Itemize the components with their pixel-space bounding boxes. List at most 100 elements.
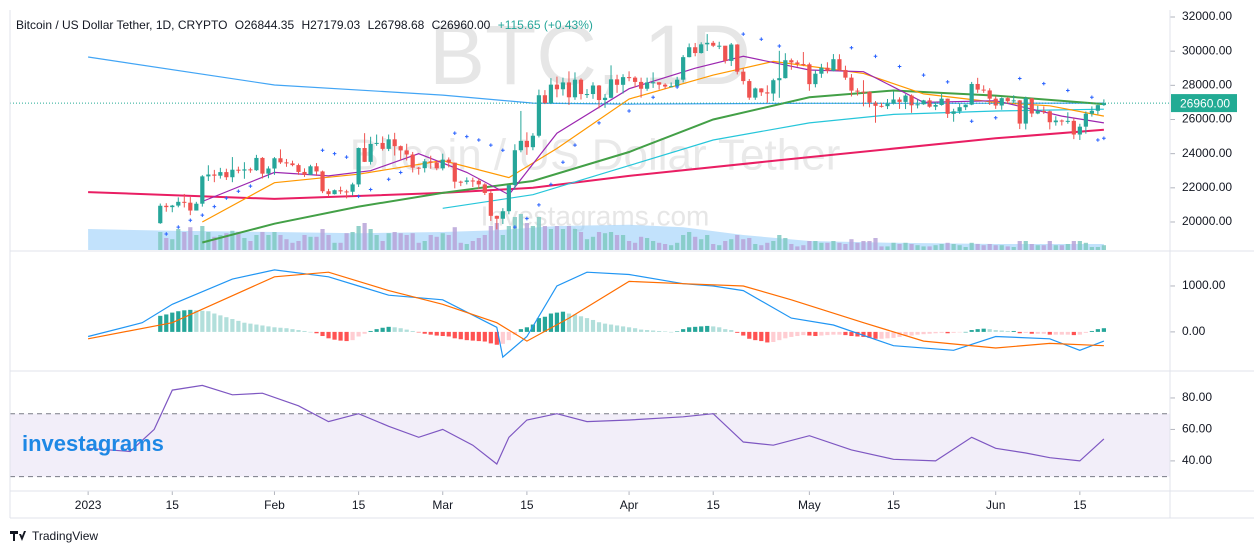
macd-histogram-bar: [975, 329, 980, 332]
macd-histogram-bar: [230, 319, 235, 332]
macd-histogram-bar: [428, 331, 433, 335]
volume-bar: [494, 223, 499, 250]
sar-dot: [188, 218, 193, 223]
macd-histogram-bar: [771, 331, 776, 342]
sar-dot: [993, 115, 998, 120]
sar-dot: [945, 80, 950, 84]
macd-histogram-bar: [422, 331, 427, 334]
macd-histogram-bar: [458, 331, 463, 340]
sar-dot: [368, 187, 373, 192]
macd-histogram-bar: [903, 331, 908, 337]
y-tick-label: 60.00: [1182, 422, 1212, 436]
volume-bar: [675, 242, 680, 250]
macd-histogram-bar: [963, 331, 968, 333]
macd-histogram-bar: [801, 331, 806, 336]
x-tick-label: 15: [520, 498, 534, 512]
candle-body: [428, 161, 433, 163]
volume-bar: [753, 244, 758, 250]
candle-body: [254, 157, 259, 171]
candle-body: [338, 190, 343, 192]
ohlc: L26798.68: [367, 18, 425, 32]
macd-histogram-bar: [1017, 331, 1022, 334]
volume-bar: [1071, 241, 1076, 250]
volume-bar: [500, 235, 505, 250]
volume-bar: [308, 236, 313, 250]
ohlc: O26844.35: [234, 18, 295, 32]
volume-bar: [1011, 247, 1016, 250]
macd-histogram-bar: [915, 331, 920, 335]
volume-bar: [873, 238, 878, 250]
candle-body: [657, 82, 662, 85]
candle-body: [771, 80, 776, 94]
sar-dot: [164, 232, 169, 236]
volume-bar: [542, 226, 548, 250]
candle-body: [1083, 113, 1088, 127]
volume-bar: [386, 233, 391, 250]
macd-histogram-bar: [404, 329, 409, 332]
candle-body: [188, 202, 193, 211]
x-tick-label: 2023: [75, 498, 102, 512]
macd-histogram-bar: [705, 325, 710, 332]
volume-bar: [314, 236, 319, 250]
candle-body: [176, 201, 181, 206]
legend: Bitcoin / US Dollar Tether, 1D, CRYPTO O…: [16, 18, 597, 32]
candle-body: [999, 98, 1004, 106]
candle-body: [284, 162, 289, 164]
macd-histogram-bar: [302, 330, 307, 332]
candle-body: [554, 84, 560, 90]
sar-dot: [597, 121, 601, 125]
sar-dot: [873, 54, 878, 59]
sar-dot: [969, 119, 974, 124]
candle-body: [548, 84, 554, 104]
change: +115.65 (+0.43%): [497, 18, 593, 32]
volume-bar: [326, 235, 331, 250]
macd-histogram-bar: [248, 323, 253, 332]
candle-body: [801, 63, 806, 65]
last-price-box: [1171, 94, 1237, 113]
macd-histogram-bar: [1035, 331, 1040, 334]
volume-bar: [789, 244, 794, 250]
macd-histogram-bar: [164, 314, 169, 332]
macd-histogram-bar: [524, 327, 529, 332]
candle-body: [915, 104, 920, 106]
macd-histogram-bar: [1047, 331, 1052, 335]
sar-dot: [320, 148, 325, 153]
sar-dot: [200, 213, 205, 217]
volume-bar: [632, 242, 638, 250]
macd-histogram-bar: [434, 331, 439, 336]
rsi-pane: [10, 384, 1170, 478]
sar-dot: [1096, 138, 1100, 142]
candle-body: [212, 174, 217, 176]
candle-body: [885, 103, 890, 107]
macd-histogram-bar: [626, 327, 632, 332]
volume-bar: [158, 232, 163, 250]
candle-body: [308, 166, 313, 175]
macd-histogram-bar: [518, 329, 523, 332]
macd-histogram-bar: [897, 331, 902, 337]
macd-histogram-bar: [1095, 329, 1100, 332]
volume-bar: [999, 245, 1004, 250]
volume-bar: [765, 242, 770, 250]
y-tick-label: 0.00: [1182, 324, 1206, 338]
macd-histogram-bar: [1101, 328, 1106, 332]
candle-body: [1095, 105, 1100, 111]
candle-body: [975, 83, 980, 90]
volume-bar: [410, 233, 415, 250]
volume-bar: [777, 235, 782, 250]
macd-histogram-bar: [620, 326, 626, 332]
candle-body: [386, 139, 391, 149]
macd-histogram-bar: [1041, 331, 1046, 334]
y-tick-label: 32000.00: [1182, 9, 1232, 23]
candle-body: [638, 81, 644, 89]
sar-dot: [561, 160, 565, 164]
candle-body: [753, 88, 758, 98]
candle-body: [416, 167, 421, 169]
candle-body: [302, 171, 307, 175]
macd-histogram-bar: [837, 331, 842, 335]
candle-body: [572, 79, 578, 98]
volume-bar: [296, 241, 301, 250]
candle-body: [194, 203, 199, 211]
sar-dot: [332, 151, 337, 156]
candle-body: [933, 104, 938, 107]
sar-dot: [344, 155, 349, 159]
